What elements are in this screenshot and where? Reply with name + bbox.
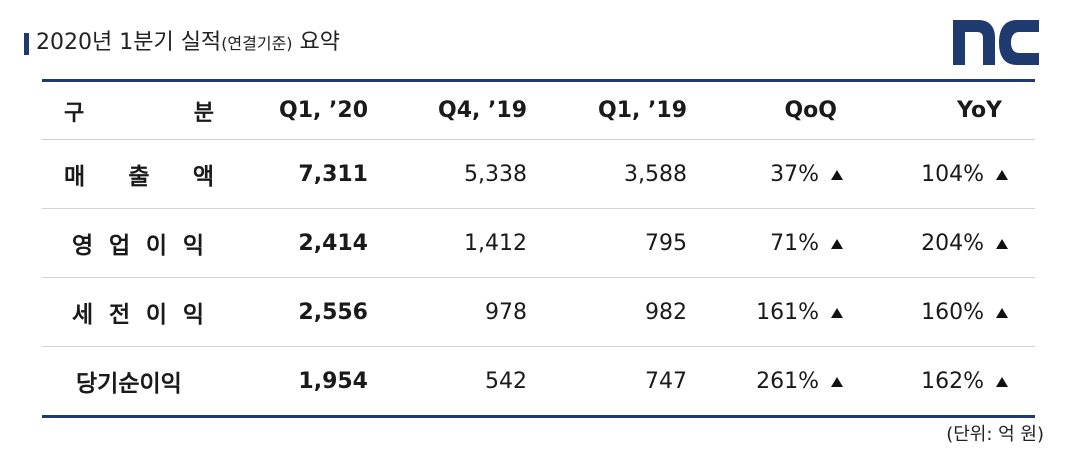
qoq-percent: 161%: [756, 299, 819, 325]
row-label-char: 출: [128, 164, 150, 190]
row-label: 세 전 이 익: [72, 278, 204, 346]
up-triangle-icon: [996, 377, 1008, 387]
row-label-char: 세: [72, 302, 94, 328]
title-main: 2020년 1분기 실적: [36, 30, 222, 55]
title-suffix: 요약: [292, 30, 341, 55]
unit-note: (단위: 억 원): [946, 424, 1044, 445]
value-yoy: 162%: [862, 347, 1012, 415]
value-q1-19: 3,588: [624, 161, 687, 187]
row-label-char: 이: [145, 302, 168, 328]
row-label: 매 출 액: [64, 140, 214, 208]
table-top-rule: [42, 79, 1035, 82]
value-qoq: 71%: [702, 209, 847, 277]
qoq-percent: 37%: [770, 161, 819, 187]
value-qoq: 37%: [702, 140, 847, 208]
row-label-text: 당기순이익: [76, 371, 182, 397]
up-triangle-icon: [996, 170, 1008, 180]
value-yoy: 160%: [862, 278, 1012, 346]
title-basis: (연결기준): [221, 34, 293, 53]
up-triangle-icon: [831, 308, 843, 318]
header-q1-20: Q1, ’20: [279, 98, 368, 123]
row-label-char: 액: [192, 164, 214, 190]
up-triangle-icon: [831, 239, 843, 249]
table-header-row: 구 분 Q1, ’20 Q4, ’19 Q1, ’19 QoQ YoY: [42, 82, 1035, 140]
up-triangle-icon: [831, 377, 843, 387]
row-label-char: 익: [182, 233, 204, 259]
table-row-operating-profit: 영 업 이 익 2,414 1,412 795 71% 204%: [42, 208, 1035, 277]
value-q1-19: 982: [645, 299, 687, 325]
header-category-left: 구: [64, 100, 85, 126]
up-triangle-icon: [831, 170, 843, 180]
header-q4-19: Q4, ’19: [438, 98, 527, 123]
row-label-char: 익: [182, 302, 204, 328]
header-qoq: QoQ: [784, 98, 837, 123]
header-category: 구 분: [64, 82, 214, 139]
header-category-right: 분: [193, 100, 214, 126]
table-bottom-rule: [42, 415, 1035, 418]
value-q4-19: 1,412: [464, 230, 527, 256]
table-row-pretax-profit: 세 전 이 익 2,556 978 982 161% 160%: [42, 277, 1035, 346]
value-yoy: 204%: [862, 209, 1012, 277]
nc-logo-icon: [953, 20, 1039, 65]
yoy-percent: 204%: [921, 230, 984, 256]
row-label-char: 이: [145, 233, 168, 259]
value-q4-19: 978: [485, 299, 527, 325]
value-qoq: 261%: [702, 347, 847, 415]
yoy-percent: 162%: [921, 368, 984, 394]
value-q1-20: 1,954: [298, 368, 368, 394]
up-triangle-icon: [996, 308, 1008, 318]
value-q4-19: 542: [485, 368, 527, 394]
yoy-percent: 104%: [921, 161, 984, 187]
row-label-char: 매: [64, 164, 86, 190]
value-q1-19: 747: [645, 368, 687, 394]
row-label-char: 업: [108, 233, 131, 259]
value-q1-20: 2,414: [298, 230, 368, 256]
qoq-percent: 261%: [756, 368, 819, 394]
title-accent-bar: [24, 33, 29, 55]
value-q1-20: 2,556: [298, 299, 368, 325]
page-title: 2020년 1분기 실적(연결기준) 요약: [36, 28, 340, 59]
value-q1-20: 7,311: [298, 161, 368, 187]
value-qoq: 161%: [702, 278, 847, 346]
yoy-percent: 160%: [921, 299, 984, 325]
value-yoy: 104%: [862, 140, 1012, 208]
row-label-char: 전: [108, 302, 131, 328]
row-label: 영 업 이 익: [72, 209, 204, 277]
up-triangle-icon: [996, 239, 1008, 249]
header-yoy: YoY: [957, 98, 1002, 123]
earnings-summary-table: 구 분 Q1, ’20 Q4, ’19 Q1, ’19 QoQ YoY 매 출 …: [42, 79, 1035, 418]
qoq-percent: 71%: [770, 230, 819, 256]
table-row-revenue: 매 출 액 7,311 5,338 3,588 37% 104%: [42, 140, 1035, 208]
table-row-net-income: 당기순이익 1,954 542 747 261% 162%: [42, 346, 1035, 415]
value-q4-19: 5,338: [464, 161, 527, 187]
row-label-char: 영: [72, 233, 94, 259]
header-q1-19: Q1, ’19: [598, 98, 687, 123]
value-q1-19: 795: [645, 230, 687, 256]
row-label: 당기순이익: [76, 347, 216, 415]
